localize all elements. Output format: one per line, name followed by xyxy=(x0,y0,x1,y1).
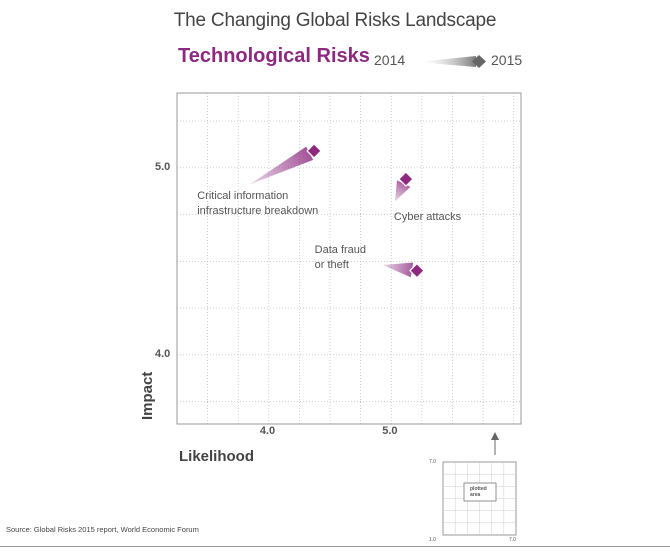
risk-marker-2015-2[interactable] xyxy=(409,262,425,279)
marks-layer xyxy=(249,143,425,279)
inset-bottom-left-value: 1.0 xyxy=(429,537,436,543)
risk-label-2-line-1: or theft xyxy=(314,259,349,272)
inset-bottom-right-value: 7.0 xyxy=(509,537,516,543)
plot-frame xyxy=(176,92,522,425)
risk-label-1-line-0: Cyber attacks xyxy=(393,211,462,224)
risk-marker-2015-0[interactable] xyxy=(306,143,322,159)
risk-label-2: Data fraud or theft xyxy=(315,243,366,273)
y-tick-label-0: 4.0 xyxy=(155,347,171,360)
risk-marker-2015-1[interactable] xyxy=(398,171,414,187)
legend-end-year: 2015 xyxy=(491,52,523,68)
x-tick-label-0: 4.0 xyxy=(259,425,276,437)
inset-diagram xyxy=(442,432,517,536)
risk-label-1: Cyber attacks xyxy=(394,210,461,225)
risk-label-0-line-0: Critical information xyxy=(197,189,289,202)
source-note: Source: Global Risks 2015 report, World … xyxy=(6,525,199,534)
risk-trail-2 xyxy=(382,262,414,278)
legend-arrow xyxy=(416,55,486,68)
legend-arrow-head xyxy=(472,55,486,68)
footer-divider xyxy=(0,546,670,547)
inset-box-label-line-2: area xyxy=(470,492,481,498)
main-title: The Changing Global Risks Landscape xyxy=(173,10,497,31)
y-axis-title: Impact xyxy=(139,371,156,420)
risk-label-0: Critical information infrastructure break… xyxy=(197,189,318,219)
x-tick-label-1: 5.0 xyxy=(382,425,398,437)
inset-box-label-line-1: plotted xyxy=(470,486,487,492)
chart-subtitle: Technological Risks xyxy=(178,45,370,67)
risk-label-2-line-0: Data fraud xyxy=(314,244,367,257)
legend-start-year: 2014 xyxy=(374,52,406,68)
grid-layer xyxy=(177,93,521,424)
risk-trail-0 xyxy=(249,146,314,185)
x-axis-title: Likelihood xyxy=(179,448,254,465)
risk-label-0-line-1: infrastructure breakdown xyxy=(197,204,319,217)
inset-pointer-arrowhead xyxy=(491,432,499,440)
inset-plotted-area-box xyxy=(463,482,497,502)
inset-top-value: 7.0 xyxy=(429,459,436,465)
y-tick-label-1: 5.0 xyxy=(155,160,171,173)
legend-arrow-tail xyxy=(416,56,476,67)
